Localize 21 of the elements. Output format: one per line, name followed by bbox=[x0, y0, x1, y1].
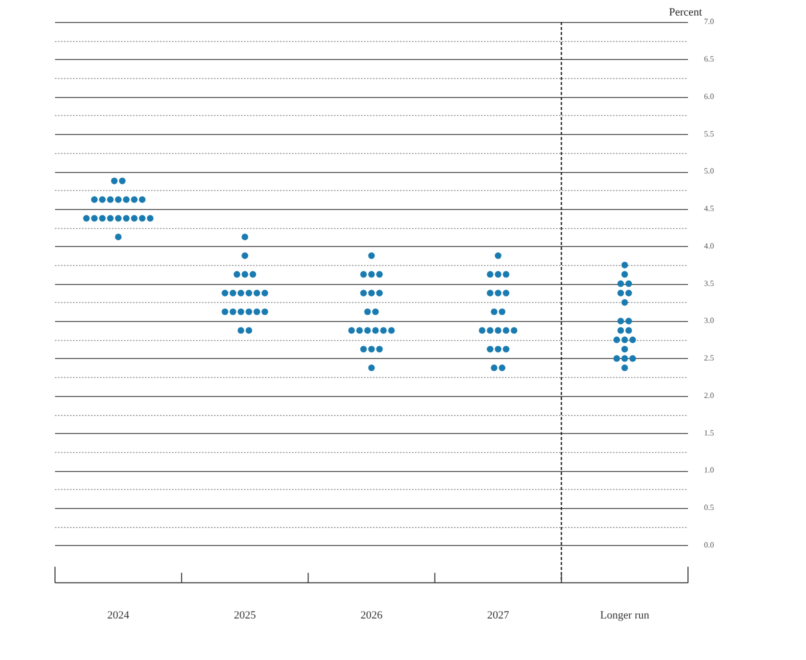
y-tick-label: 7.0 bbox=[704, 17, 714, 26]
y-axis-title: Percent bbox=[669, 6, 702, 18]
y-tick-label: 5.5 bbox=[704, 129, 714, 138]
x-tick-label: 2025 bbox=[234, 609, 256, 622]
y-tick-label: 2.5 bbox=[704, 354, 714, 363]
x-tick-label: 2024 bbox=[107, 609, 130, 622]
y-tick-label: 1.0 bbox=[704, 466, 714, 475]
y-tick-label: 3.0 bbox=[704, 316, 714, 326]
y-tick-label: 0.5 bbox=[704, 503, 714, 512]
x-tick-label: Longer run bbox=[600, 609, 650, 622]
y-tick-label: 2.0 bbox=[704, 390, 714, 400]
y-tick-label: 3.5 bbox=[704, 278, 714, 288]
y-tick-label: 4.0 bbox=[704, 241, 714, 250]
x-tick-label: 2027 bbox=[487, 609, 510, 622]
y-tick-label: 0.0 bbox=[704, 540, 714, 550]
y-tick-label: 5.0 bbox=[704, 166, 714, 176]
x-tick-label: 2026 bbox=[360, 609, 383, 622]
y-tick-label: 6.0 bbox=[704, 92, 714, 101]
y-tick-label: 6.5 bbox=[704, 54, 714, 64]
y-tick-label: 4.5 bbox=[704, 204, 714, 214]
y-tick-label: 1.5 bbox=[704, 428, 714, 438]
